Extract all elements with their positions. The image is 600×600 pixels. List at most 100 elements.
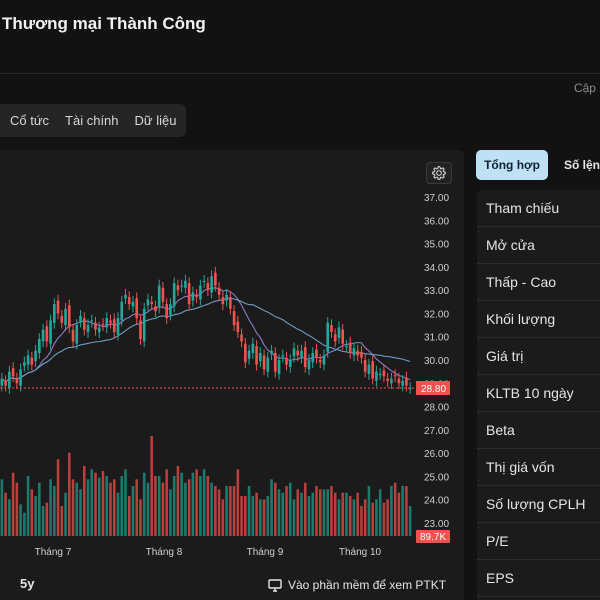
row-value: Giá trị	[477, 338, 600, 375]
row-eps: EPS	[477, 560, 600, 597]
candle-body	[113, 319, 116, 332]
candle-body	[319, 360, 322, 362]
volume-bar	[334, 493, 337, 536]
ma-slow-line	[2, 298, 410, 382]
volume-bar	[162, 483, 165, 536]
volume-bar	[394, 483, 397, 536]
candle-body	[218, 288, 221, 295]
summary-panel: Tham chiếu Mở cửa Thấp - Cao Khối lượng …	[477, 190, 600, 600]
candle-body	[222, 297, 225, 304]
x-tick-label: Tháng 9	[247, 547, 284, 558]
volume-bar	[304, 483, 307, 536]
tab-finance[interactable]: Tài chính	[57, 113, 126, 128]
candle-body	[203, 281, 206, 282]
candle-body	[334, 334, 337, 341]
candle-body	[195, 295, 198, 297]
volume-bar	[289, 483, 292, 536]
candle-body	[259, 353, 262, 361]
candle-body	[135, 298, 138, 318]
volume-bar	[139, 499, 142, 536]
tab-dividends[interactable]: Cổ tức	[0, 113, 57, 128]
tab-orders[interactable]: Số lệnh	[564, 158, 600, 172]
row-open-price: Mở cửa	[477, 227, 600, 264]
candle-body	[360, 352, 363, 358]
range-5y-button[interactable]: 5y	[20, 576, 34, 591]
y-tick-label: 24.00	[424, 496, 449, 507]
volume-bar	[222, 499, 225, 536]
y-tick-label: 23.00	[424, 519, 449, 530]
volume-bar	[154, 476, 157, 536]
volume-bar	[278, 489, 281, 536]
volume-bar	[401, 486, 404, 536]
candle-body	[162, 288, 165, 302]
y-tick-label: 30.00	[424, 356, 449, 367]
candle-body	[210, 276, 213, 292]
candle-body	[53, 304, 56, 323]
candle-body	[38, 339, 41, 353]
page-title: Thương mại Thành Công	[2, 14, 206, 34]
volume-bar	[341, 493, 344, 536]
row-low-high: Thấp - Cao	[477, 264, 600, 301]
volume-bar	[240, 496, 243, 536]
x-tick-label: Tháng 7	[35, 547, 72, 558]
candle-body	[296, 351, 299, 356]
volume-bar	[94, 473, 97, 536]
candle-body	[23, 362, 26, 365]
tab-summary[interactable]: Tổng hợp	[476, 150, 548, 180]
volume-bar	[237, 469, 240, 536]
candle-body	[356, 351, 359, 356]
volume-bar	[19, 504, 22, 536]
volume-bar	[46, 503, 49, 536]
volume-bar	[68, 453, 71, 536]
volume-bar	[192, 473, 195, 536]
volume-bar	[390, 486, 393, 536]
volume-bar	[296, 489, 299, 536]
candle-body	[263, 355, 266, 369]
volume-bar	[165, 469, 168, 536]
candle-body	[229, 297, 232, 309]
volume-bar	[210, 483, 213, 536]
open-software-link[interactable]: Vào phần mềm để xem PTKT	[268, 578, 446, 592]
volume-bar	[23, 513, 26, 536]
volume-bar	[263, 499, 266, 536]
candle-body	[341, 330, 344, 344]
volume-bar	[233, 486, 236, 536]
chart-settings-button[interactable]	[426, 162, 452, 184]
y-tick-label: 26.00	[424, 449, 449, 460]
row-volume: Khối lượng	[477, 301, 600, 338]
candle-body	[266, 358, 269, 372]
volume-bar	[109, 483, 112, 536]
candle-body	[68, 305, 71, 327]
price-chart[interactable]: 37.00 36.00 35.00 34.00 33.00 32.00 31.00 30.00…	[0, 150, 464, 600]
volume-bar	[173, 476, 176, 536]
candle-body	[270, 351, 273, 354]
candle-body	[237, 322, 240, 332]
candle-body	[338, 327, 341, 337]
candle-body	[390, 379, 393, 384]
tab-data[interactable]: Dữ liệu	[127, 113, 185, 128]
candle-body	[8, 372, 11, 388]
candle-body	[98, 327, 101, 332]
y-tick-label: 36.00	[424, 216, 449, 227]
volume-bar	[83, 466, 86, 536]
row-avg-volume-10d: KLTB 10 ngày	[477, 375, 600, 412]
volume-bar	[383, 503, 386, 536]
volume-bar	[143, 473, 146, 536]
volume-bar	[356, 493, 359, 536]
row-shares-outstanding: Số lượng CPLH	[477, 486, 600, 523]
candle-body	[143, 309, 146, 342]
candle-body	[49, 320, 52, 343]
volume-bar	[132, 486, 135, 536]
volume-bar	[49, 479, 52, 536]
volume-bar	[27, 476, 30, 536]
candle-body	[394, 375, 397, 376]
volume-bar	[349, 496, 352, 536]
volume-bar	[315, 486, 318, 536]
candle-body	[173, 283, 176, 306]
candle-body	[281, 355, 284, 356]
candle-body	[31, 358, 34, 365]
volume-bar	[293, 499, 296, 536]
volume-bar	[405, 486, 408, 536]
volume-bar	[79, 489, 82, 536]
candle-body	[64, 309, 67, 325]
